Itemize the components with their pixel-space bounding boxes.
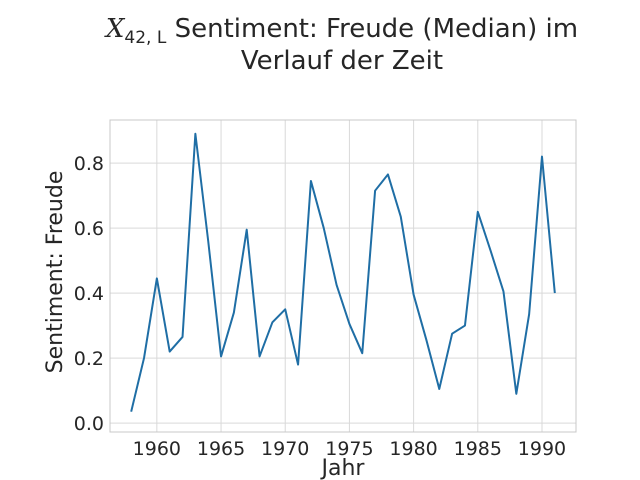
- series-line-freude: [130, 132, 556, 412]
- x-tick-label: 1970: [261, 438, 309, 460]
- y-tick-label: 0.6: [74, 218, 104, 240]
- y-tick-label: 0.8: [74, 153, 104, 175]
- x-axis-label: Jahr: [320, 456, 366, 480]
- chart-title-math-base: X: [104, 14, 126, 44]
- x-axis-ticks: 1960 1965 1970 1975 1980 1985 1990: [133, 438, 566, 460]
- y-tick-label: 0.0: [74, 413, 104, 435]
- chart-title-line-2: Verlauf der Zeit: [241, 46, 443, 76]
- grid: [110, 120, 576, 432]
- x-tick-label: 1960: [133, 438, 181, 460]
- chart-title-line-1: X42, L Sentiment: Freude (Median) im: [104, 14, 578, 48]
- y-axis-ticks: 0.0 0.2 0.4 0.6 0.8: [74, 153, 104, 435]
- y-axis-label: Sentiment: Freude: [43, 171, 68, 374]
- plot-area-frame: [109, 119, 577, 433]
- x-tick-label: 1990: [518, 438, 566, 460]
- x-tick-label: 1965: [197, 438, 245, 460]
- x-tick-label: 1975: [325, 438, 373, 460]
- y-tick-label: 0.4: [74, 283, 104, 305]
- chart-title-math-subscript: 42, L: [124, 28, 166, 48]
- y-tick-label: 0.2: [74, 348, 104, 370]
- chart-title-text: Sentiment: Freude (Median) im: [166, 14, 578, 44]
- x-tick-label: 1985: [454, 438, 502, 460]
- x-tick-label: 1980: [389, 438, 437, 460]
